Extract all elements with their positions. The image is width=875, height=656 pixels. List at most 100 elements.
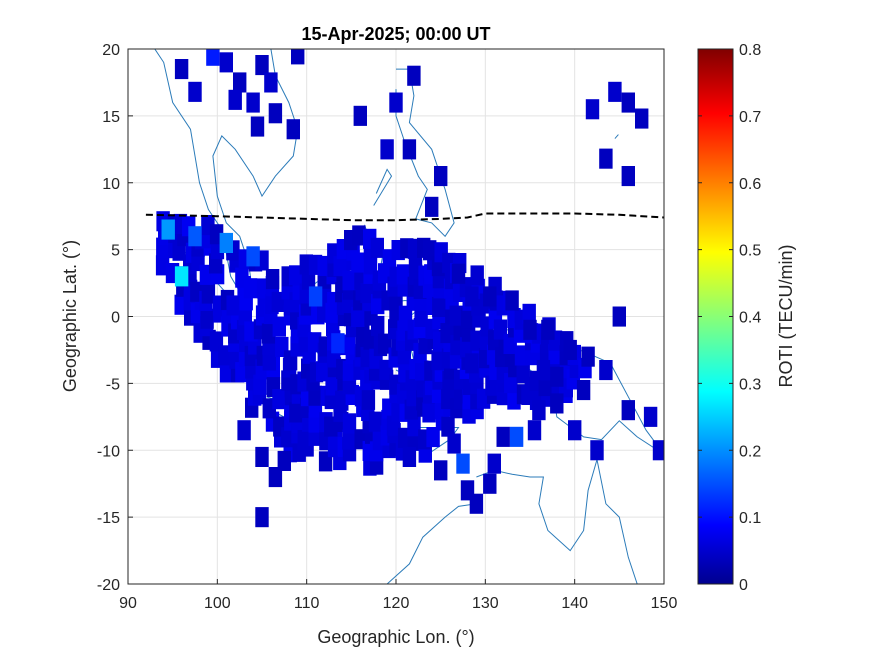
roti-cell <box>612 306 626 327</box>
magnetic-equator-line <box>145 212 664 222</box>
roti-cell <box>414 306 428 327</box>
roti-cell <box>342 429 356 450</box>
roti-cell <box>460 308 475 329</box>
y-tick-label: 5 <box>111 243 120 260</box>
roti-cell <box>423 240 437 261</box>
roti-cell <box>538 376 552 397</box>
roti-cell <box>396 264 411 285</box>
coastline-path <box>476 459 638 584</box>
roti-cell <box>246 246 260 267</box>
roti-cell <box>599 360 613 381</box>
roti-cell <box>425 196 439 217</box>
roti-cell <box>483 473 497 494</box>
colorbar-tick-label: 0.2 <box>739 443 761 460</box>
roti-cell <box>297 430 311 451</box>
roti-cell <box>281 427 295 448</box>
roti-cell <box>432 296 446 317</box>
colorbar-ticks: 0 0.1 0.2 0.3 0.4 0.5 0.6 0.7 0.8 <box>698 42 761 594</box>
roti-cell <box>504 373 518 394</box>
x-axis-label: Geographic Lon. (°) <box>317 627 474 647</box>
roti-cell <box>206 49 220 66</box>
roti-cell <box>331 333 345 354</box>
coastline-path <box>373 168 393 206</box>
roti-cell <box>237 420 251 441</box>
roti-cell <box>272 316 286 337</box>
roti-cell <box>261 323 276 344</box>
roti-cell <box>262 350 276 371</box>
roti-cell <box>483 286 497 307</box>
roti-cell <box>523 319 537 340</box>
x-tick-label: 100 <box>204 595 231 612</box>
roti-cell <box>361 389 376 410</box>
roti-cell <box>325 375 339 396</box>
roti-cell <box>536 360 551 381</box>
roti-cell <box>219 52 233 73</box>
roti-cell <box>353 105 367 126</box>
y-tick-label: -15 <box>97 510 120 527</box>
roti-cell <box>335 390 349 411</box>
roti-cell <box>351 252 365 273</box>
coastline-path <box>663 349 664 352</box>
colorbar-tick-label: 0.3 <box>739 376 761 393</box>
roti-cell <box>465 353 479 374</box>
roti-cell <box>200 308 214 329</box>
roti-cell <box>188 226 202 247</box>
y-tick-label: 10 <box>102 176 120 193</box>
roti-cell <box>431 350 445 371</box>
roti-cell <box>250 116 265 137</box>
roti-cell <box>308 286 323 307</box>
x-tick-label: 130 <box>472 595 499 612</box>
coastline-path <box>128 49 299 300</box>
roti-cell <box>550 366 564 387</box>
roti-cell <box>509 426 524 447</box>
roti-cell <box>652 440 664 461</box>
roti-cell <box>265 269 280 290</box>
roti-cell <box>522 303 536 324</box>
x-tick-label: 140 <box>561 595 588 612</box>
roti-cell <box>174 59 189 80</box>
y-axis-ticks: 20 15 10 5 0 -5 -10 -15 -20 <box>97 42 133 594</box>
colorbar-tick-label: 0.6 <box>739 176 761 193</box>
colorbar-tick-label: 0.8 <box>739 42 761 59</box>
roti-cell <box>255 446 269 467</box>
roti-cell <box>233 72 247 93</box>
roti-cell <box>407 416 421 437</box>
roti-cell <box>268 467 283 488</box>
roti-cell <box>371 315 385 336</box>
roti-cell <box>456 453 470 474</box>
roti-cell <box>447 433 461 454</box>
roti-cell <box>291 49 305 65</box>
roti-cell <box>277 450 291 471</box>
roti-cell <box>342 270 356 291</box>
roti-cell <box>289 402 303 423</box>
roti-cell <box>219 232 233 253</box>
coastline-path <box>614 134 619 139</box>
roti-cell <box>402 139 417 160</box>
roti-cell <box>568 420 582 441</box>
roti-cell <box>422 402 436 423</box>
chart-title: 15-Apr-2025; 00:00 UT <box>301 24 490 44</box>
colorbar-tick-label: 0.4 <box>739 310 761 327</box>
roti-cell <box>434 460 448 481</box>
roti-cell <box>371 294 385 315</box>
roti-cell <box>342 360 357 381</box>
roti-cell <box>635 108 649 129</box>
roti-cell <box>380 139 394 160</box>
roti-cell <box>370 237 384 258</box>
roti-cell <box>460 337 474 358</box>
roti-cell <box>514 345 529 366</box>
roti-cell <box>608 81 622 102</box>
x-tick-label: 150 <box>651 595 678 612</box>
roti-cell <box>360 283 374 304</box>
roti-cell <box>352 225 366 246</box>
colorbar <box>697 48 734 585</box>
x-tick-label: 110 <box>294 595 320 612</box>
roti-cell <box>188 81 202 102</box>
x-tick-label: 90 <box>119 595 137 612</box>
roti-cell <box>351 306 365 327</box>
roti-cell <box>460 480 475 501</box>
roti-cell <box>465 286 479 307</box>
roti-cell <box>308 385 322 406</box>
roti-cell <box>228 89 242 110</box>
